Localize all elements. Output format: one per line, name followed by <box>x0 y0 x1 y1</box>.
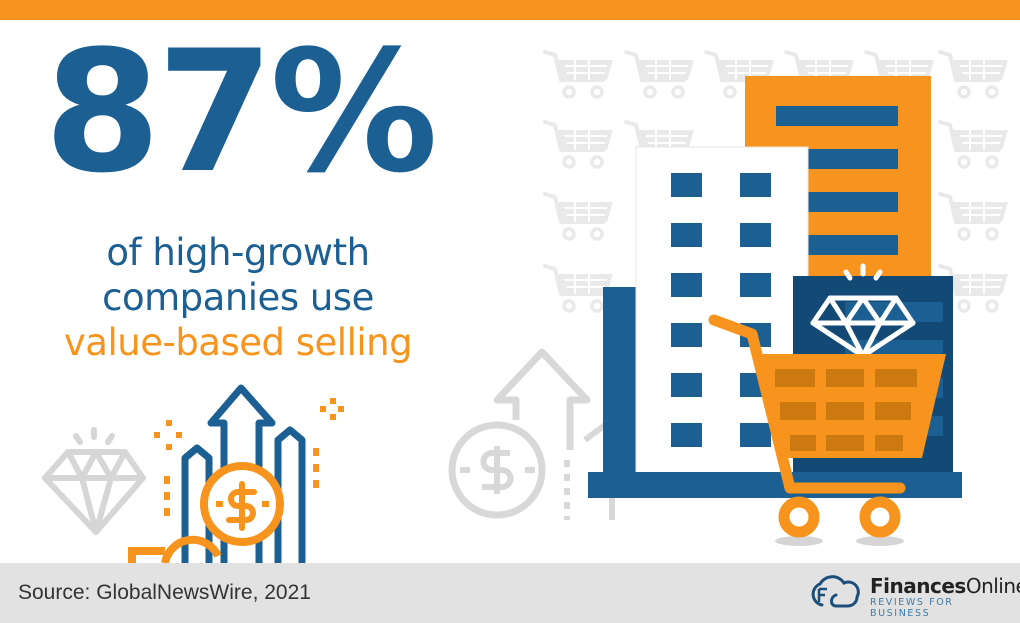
money-hand-icon <box>128 535 222 563</box>
stat-description-line1: of high-growth <box>106 231 370 274</box>
illustration-layer <box>42 50 1010 563</box>
top-accent-bar <box>0 0 1020 20</box>
shopping-cart-icon <box>708 314 946 546</box>
source-citation: Source: GlobalNewsWire, 2021 <box>18 581 311 604</box>
stat-value: 87% <box>44 14 438 210</box>
cloud-logo-icon <box>811 575 860 608</box>
stat-description-line2: companies use <box>102 276 374 319</box>
stat-description: of high-growth companies use value-based… <box>20 230 456 365</box>
stat-description-highlight: value-based selling <box>63 321 413 364</box>
brand-tagline: REVIEWS FOR BUSINESS <box>870 597 954 619</box>
sparkle-icon <box>154 398 344 516</box>
gray-diamond-icon <box>42 427 146 535</box>
dollar-coin-icon <box>200 462 284 546</box>
brand-name: FinancesOnline <box>870 574 1020 598</box>
footer: Source: GlobalNewsWire, 2021 FinancesOnl… <box>0 563 1020 623</box>
buildings-base <box>588 472 962 498</box>
brand-logo[interactable]: FinancesOnline REVIEWS FOR BUSINESS <box>810 571 1020 619</box>
